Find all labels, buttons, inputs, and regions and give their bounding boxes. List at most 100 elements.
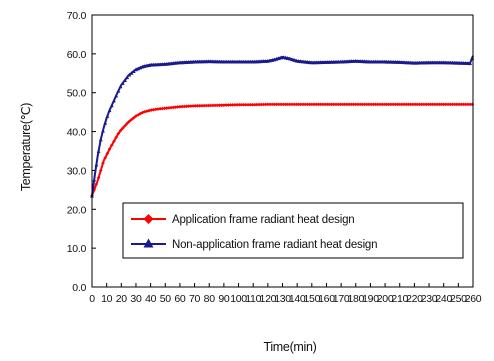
- data-point: [118, 84, 123, 89]
- data-point: [120, 126, 125, 130]
- data-point: [340, 102, 345, 107]
- data-point: [127, 72, 132, 77]
- data-point: [358, 102, 362, 107]
- data-point: [307, 102, 312, 107]
- data-point: [208, 103, 213, 108]
- data-point: [294, 58, 299, 63]
- data-point: [378, 102, 382, 107]
- data-point: [125, 75, 130, 80]
- data-point: [441, 102, 446, 107]
- data-point: [217, 103, 222, 108]
- data-point: [171, 105, 176, 110]
- x-tick-label: 160: [318, 293, 335, 305]
- data-point: [395, 102, 400, 107]
- data-point: [131, 115, 136, 120]
- data-point: [424, 102, 428, 107]
- data-point: [310, 102, 314, 107]
- data-point: [435, 102, 439, 107]
- data-point: [375, 102, 380, 107]
- data-point: [186, 104, 191, 109]
- data-point: [160, 106, 165, 111]
- x-tick-label: 80: [204, 293, 216, 305]
- data-point: [312, 102, 316, 107]
- data-point: [129, 117, 134, 122]
- data-point: [272, 102, 277, 107]
- data-point: [450, 102, 455, 107]
- data-point: [206, 103, 211, 108]
- data-point: [230, 103, 235, 107]
- data-point: [281, 55, 286, 60]
- data-point: [389, 102, 393, 107]
- data-point: [266, 102, 270, 107]
- data-point: [386, 102, 391, 107]
- data-point: [419, 102, 424, 107]
- data-point: [294, 102, 299, 107]
- data-point: [211, 103, 215, 108]
- data-point: [457, 102, 461, 107]
- data-point: [259, 102, 264, 107]
- x-tick-label: 30: [130, 293, 142, 305]
- x-tick-label: 90: [218, 293, 230, 305]
- data-point: [391, 102, 395, 107]
- data-point: [250, 102, 255, 107]
- y-tick-label: 30.0: [67, 165, 87, 177]
- x-tick-label: 60: [174, 293, 186, 305]
- data-point: [285, 56, 290, 60]
- data-point: [470, 102, 475, 107]
- data-point: [334, 102, 338, 107]
- data-point: [320, 102, 325, 107]
- data-point: [263, 102, 268, 107]
- data-point: [426, 102, 431, 107]
- data-point: [285, 102, 290, 107]
- data-point: [336, 102, 340, 107]
- data-point: [255, 102, 259, 107]
- data-point: [191, 104, 195, 108]
- data-point: [305, 102, 310, 107]
- data-point: [237, 102, 242, 107]
- data-point: [323, 102, 327, 107]
- data-point: [156, 107, 160, 111]
- data-point: [397, 102, 402, 107]
- y-tick-label: 40.0: [67, 127, 87, 139]
- data-point: [98, 168, 103, 173]
- x-axis-title: Time(min): [263, 340, 316, 354]
- data-point: [182, 104, 187, 109]
- data-point: [413, 102, 417, 107]
- data-point: [125, 121, 129, 126]
- data-point: [430, 102, 435, 107]
- data-point: [167, 106, 171, 110]
- x-tick-label: 140: [289, 293, 306, 305]
- x-tick-label: 190: [362, 293, 379, 305]
- data-point: [268, 102, 272, 107]
- x-tick-label: 150: [303, 293, 320, 305]
- data-point: [296, 102, 301, 107]
- series-layer: [90, 55, 475, 198]
- data-point: [364, 102, 369, 107]
- data-point: [224, 103, 228, 107]
- data-point: [252, 102, 257, 107]
- data-point: [257, 102, 261, 107]
- data-point: [116, 88, 121, 93]
- data-point: [116, 131, 121, 136]
- data-point: [246, 102, 250, 107]
- data-point: [411, 102, 415, 107]
- data-point: [96, 175, 101, 180]
- data-point: [92, 177, 97, 182]
- data-point: [149, 108, 154, 112]
- plot-area-frame: [91, 14, 474, 288]
- x-tick-label: 120: [260, 293, 277, 305]
- data-point: [114, 135, 118, 140]
- data-point: [349, 102, 354, 107]
- data-point: [448, 102, 453, 107]
- data-point: [283, 55, 288, 60]
- data-point: [140, 110, 145, 115]
- data-point: [189, 104, 193, 108]
- data-point: [380, 102, 384, 107]
- data-point: [281, 102, 286, 107]
- x-tick-label: 50: [160, 293, 172, 305]
- data-point: [318, 102, 323, 107]
- data-point: [164, 106, 169, 110]
- y-tick-label: 10.0: [67, 243, 87, 255]
- data-point: [112, 98, 116, 103]
- data-point: [107, 147, 112, 151]
